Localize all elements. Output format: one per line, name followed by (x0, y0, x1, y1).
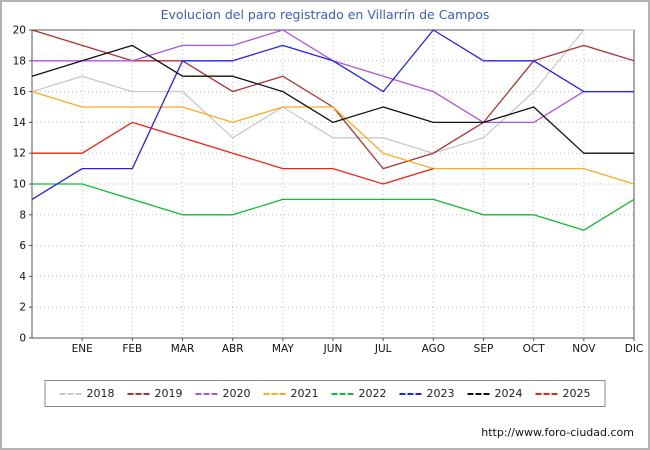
x-axis-label: DIC (625, 343, 644, 355)
y-axis-label: 16 (13, 86, 27, 98)
x-axis-label: JUN (323, 343, 343, 355)
x-axis-label: JUL (374, 343, 392, 355)
x-axis-label: FEB (122, 343, 142, 355)
series-line-2021 (31, 90, 635, 185)
series-line-2018 (31, 29, 634, 154)
y-axis-label: 2 (19, 302, 26, 314)
legend-swatch-2024 (467, 392, 490, 395)
legend-item-2022: 2022 (331, 387, 387, 400)
y-axis-label: 4 (19, 271, 26, 283)
legend-item-2023: 2023 (399, 387, 455, 400)
footer-url[interactable]: http://www.foro-ciudad.com (481, 426, 634, 439)
legend-label-2021: 2021 (290, 387, 319, 400)
legend-label-2025: 2025 (562, 387, 591, 400)
legend-label-2018: 2018 (86, 387, 115, 400)
x-axis-label: ABR (222, 343, 244, 355)
legend-item-2019: 2019 (127, 387, 183, 400)
series-line-2023 (31, 29, 634, 200)
y-axis-label: 8 (19, 209, 26, 221)
y-axis-label: 10 (13, 179, 26, 191)
legend-label-2019: 2019 (154, 387, 183, 400)
legend-item-2024: 2024 (467, 387, 523, 400)
legend-label-2024: 2024 (494, 387, 523, 400)
y-axis-label: 12 (13, 148, 26, 160)
chart-title: Evolucion del paro registrado en Villarr… (160, 7, 490, 22)
x-axis-label: SEP (474, 343, 494, 355)
legend-swatch-2023 (399, 392, 422, 395)
x-axis-label: NOV (572, 343, 596, 355)
series-line-2022 (32, 183, 635, 231)
legend-item-2020: 2020 (195, 387, 251, 400)
legend-swatch-2018 (59, 392, 82, 395)
legend: 2018 2019 2020 2021 2022 2023 2024 2025 (44, 380, 606, 407)
y-axis-label: 18 (13, 55, 26, 67)
series-line-2024 (31, 44, 634, 154)
y-axis-label: 20 (13, 25, 26, 37)
legend-label-2022: 2022 (358, 387, 387, 400)
series-line-2025 (32, 121, 434, 185)
legend-item-2025: 2025 (535, 387, 591, 400)
legend-label-2023: 2023 (426, 387, 455, 400)
legend-swatch-2020 (195, 392, 218, 395)
legend-swatch-2019 (127, 392, 150, 395)
x-axis-label: MAY (272, 343, 294, 355)
legend-swatch-2022 (331, 392, 354, 395)
x-axis-label: ENE (72, 343, 93, 355)
x-axis-label: MAR (171, 343, 195, 355)
legend-item-2021: 2021 (263, 387, 319, 400)
y-axis-label: 0 (19, 333, 26, 345)
y-axis-label: 14 (13, 117, 27, 129)
legend-item-2018: 2018 (59, 387, 115, 400)
legend-swatch-2021 (263, 392, 286, 395)
legend-label-2020: 2020 (222, 387, 251, 400)
series-line-2020 (32, 29, 634, 124)
y-axis-label: 6 (19, 240, 26, 252)
line-chart-canvas: 0 2 4 6 8 10 12 14 16 18 20 ENE FEB MAR ABR MAY JUN JUL AG… (13, 25, 644, 356)
legend-swatch-2025 (535, 392, 558, 395)
x-axis-label: OCT (523, 343, 546, 355)
x-axis-label: AGO (422, 343, 445, 355)
